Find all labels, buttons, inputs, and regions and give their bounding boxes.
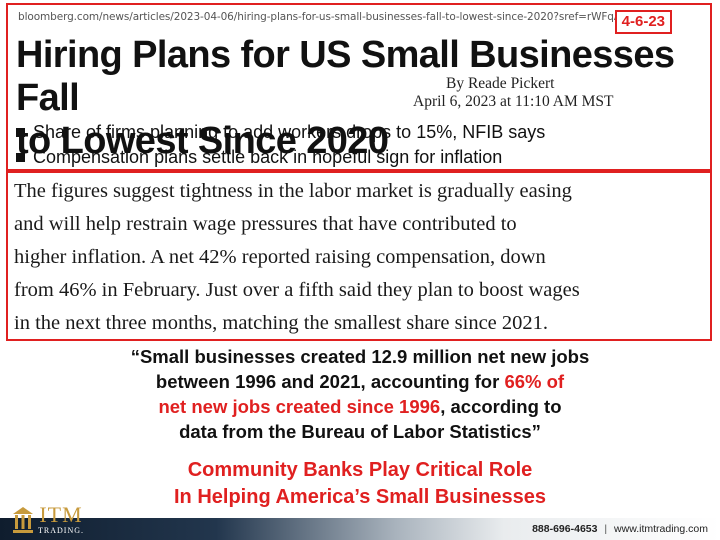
quote-text: , according to: [440, 396, 562, 417]
author: By Reade Pickert: [446, 75, 555, 92]
article-excerpt-box: The figures suggest tightness in the lab…: [6, 171, 712, 341]
quote-highlight: 66% of: [504, 371, 565, 392]
footer-gradient-band: [0, 518, 720, 540]
excerpt-line: in the next three months, matching the s…: [14, 312, 549, 334]
bullet-square-icon: [16, 128, 25, 137]
quote-line: net new jobs created since 1996, accordi…: [40, 394, 680, 419]
article-excerpt: The figures suggest tightness in the lab…: [14, 175, 708, 340]
itm-trading-logo[interactable]: ITM TRADING.: [12, 504, 84, 535]
callout-line-1: Community Banks Play Critical Role: [187, 459, 533, 481]
statistic-quote: “Small businesses created 12.9 million n…: [40, 344, 680, 444]
contact-info: 888-696-4653 | www.itmtrading.com: [532, 523, 708, 535]
publish-date: April 6, 2023 at 11:10 AM MST: [413, 93, 614, 110]
summary-bullet-text: Compensation plans settle back in hopefu…: [33, 147, 503, 167]
article-url[interactable]: bloomberg.com/news/articles/2023-04-06/h…: [18, 11, 641, 23]
quote-highlight: net new jobs created since 1996: [158, 396, 441, 417]
headline-line-2: to Lowest Since 2020: [16, 120, 389, 162]
footer-bar: ITM TRADING. 888-696-4653 | www.itmtradi…: [0, 504, 720, 540]
headline-line-1: Hiring Plans for US Small Businesses Fal…: [16, 34, 675, 119]
logo-trading: TRADING.: [38, 526, 84, 535]
callout-title: Community Banks Play Critical Role In He…: [80, 457, 640, 511]
excerpt-line: from 46% in February. Just over a fifth …: [14, 279, 580, 301]
quote-line: between 1996 and 2021, accounting for 66…: [40, 369, 680, 394]
excerpt-line: The figures suggest tightness in the lab…: [14, 180, 572, 202]
summary-bullet: Compensation plans settle back in hopefu…: [16, 145, 545, 170]
quote-line: “Small businesses created 12.9 million n…: [130, 346, 590, 367]
website-link[interactable]: www.itmtrading.com: [614, 523, 708, 535]
excerpt-line: higher inflation. A net 42% reported rai…: [14, 246, 546, 268]
headline: Hiring Plans for US Small Businesses Fal…: [16, 34, 706, 163]
phone-number[interactable]: 888-696-4653: [532, 523, 598, 535]
date-badge: 4-6-23: [614, 10, 672, 34]
logo-itm: ITM: [39, 502, 83, 527]
summary-bullets: Share of firms planning to add workers d…: [16, 120, 545, 170]
bullet-square-icon: [16, 153, 25, 162]
article-header-box: bloomberg.com/news/articles/2023-04-06/h…: [6, 3, 712, 171]
contact-separator: |: [604, 523, 608, 535]
quote-text: between 1996 and 2021, accounting for: [155, 371, 505, 392]
quote-line: data from the Bureau of Labor Statistics…: [179, 421, 541, 442]
summary-bullet: Share of firms planning to add workers d…: [16, 120, 545, 145]
callout-line-2: In Helping America’s Small Businesses: [174, 486, 546, 508]
byline: By Reade Pickert April 6, 2023 at 11:10 …: [413, 75, 614, 111]
columns-logo-icon: [12, 505, 34, 535]
summary-bullet-text: Share of firms planning to add workers d…: [33, 122, 546, 142]
excerpt-line: and will help restrain wage pressures th…: [14, 213, 517, 235]
logo-wordmark: ITM TRADING.: [38, 502, 84, 536]
